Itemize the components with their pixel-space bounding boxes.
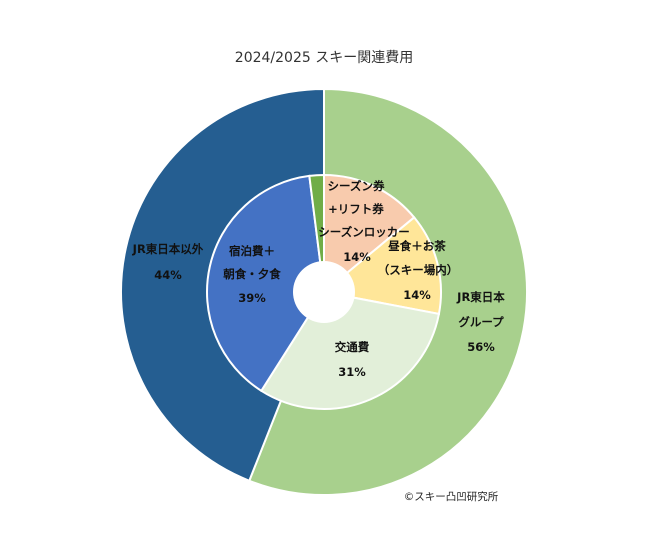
label-jr-east-other: JR東日本以外 44% [132, 242, 204, 282]
donut-hole [293, 261, 355, 323]
label-jr-east-group-line2: グループ [458, 315, 504, 329]
credit-text: ©スキー凸凹研究所 [404, 490, 499, 503]
label-season-pass: シーズン券 +リフト券 14% [328, 179, 385, 264]
inner-ring [206, 173, 442, 410]
label-lodging-line1: 宿泊費＋ [229, 244, 275, 258]
label-jr-east-other-name: JR東日本以外 [132, 242, 204, 256]
chart-title: 2024/2025 スキー関連費用 [235, 50, 413, 66]
label-season-pass-value: 14% [343, 250, 371, 264]
label-transport-value: 31% [338, 365, 366, 379]
label-season-pass-line1: シーズン券 [328, 179, 385, 193]
label-locker: シーズンロッカー [318, 225, 409, 239]
label-lodging-value: 39% [238, 291, 266, 305]
label-season-pass-line2: +リフト券 [328, 202, 384, 216]
label-lunch: 昼食＋お茶 （スキー場内） 14% [378, 239, 459, 302]
label-jr-east-group: JR東日本 グループ 56% [456, 290, 505, 354]
label-transport-name: 交通費 [335, 340, 370, 354]
label-lodging-line2: 朝食・夕食 [223, 267, 281, 281]
label-transport: 交通費 31% [335, 340, 370, 379]
inner-slice-3 [206, 174, 326, 393]
label-lunch-line2: （スキー場内） [378, 263, 459, 277]
label-lunch-line1: 昼食＋お茶 [387, 239, 446, 253]
label-lunch-value: 14% [403, 288, 431, 302]
label-locker-name: シーズンロッカー [318, 225, 409, 239]
label-jr-east-group-line1: JR東日本 [456, 290, 505, 304]
label-jr-east-group-value: 56% [467, 340, 495, 354]
label-lodging: 宿泊費＋ 朝食・夕食 39% [223, 244, 281, 305]
label-jr-east-other-value: 44% [154, 268, 182, 282]
